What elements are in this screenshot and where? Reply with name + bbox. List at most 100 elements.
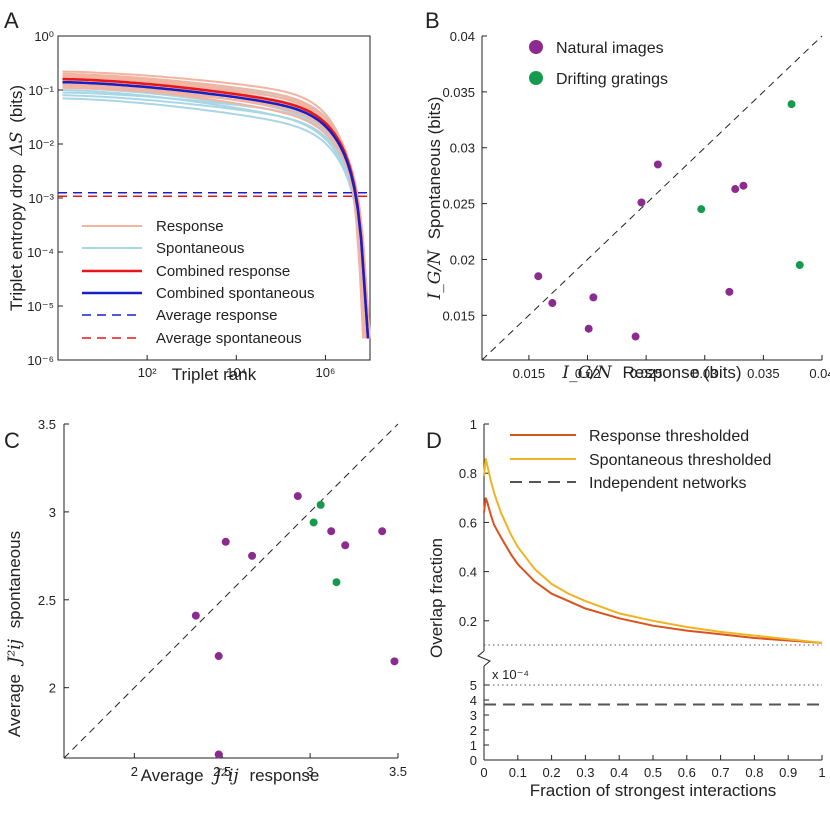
ticks-d: 0 0.1 0.2 0.3 0.4 0.5 0.6 0.7 0.8 0.9 1 0.2 0.4 0.6 0.… xyxy=(459,417,826,780)
x-tick-label-c: 3 xyxy=(306,764,313,779)
ticks-b: 0.015 0.02 0.025 0.03 0.035 0.04 0.015 0.02 0.02… xyxy=(442,29,830,381)
y-tick-label-d-lower: 1 xyxy=(470,738,477,753)
natural-image-point xyxy=(731,185,740,194)
xlabel-a: Triplet rank xyxy=(172,365,257,384)
y-tick-label-d-lower: 4 xyxy=(470,693,477,708)
panel-b: B 0.0150.020.0250.030.0350.040.0150.020.… xyxy=(425,8,830,383)
response-curve xyxy=(62,74,366,339)
y-tick-label-d-lower: 0 xyxy=(470,753,477,768)
x-tick-label-d: 0.8 xyxy=(745,765,763,780)
ylabel-b: I_G/N Spontaneous (bits) xyxy=(425,97,445,301)
natural-image-point xyxy=(589,293,598,302)
y-tick-label-b: 0.04 xyxy=(450,29,475,44)
xlabel-c: Average J²ij response xyxy=(141,766,320,786)
legend-label-natural-images: Natural images xyxy=(556,40,664,57)
x-tick-label-a: 10⁴ xyxy=(226,365,246,380)
x-tick-label-c: 2 xyxy=(131,764,138,779)
x-tick-label-b: 0.025 xyxy=(630,366,663,381)
y-tick-label-a: 10⁻² xyxy=(28,137,54,152)
natural-image-point xyxy=(378,527,387,536)
y-tick-label-c: 2.5 xyxy=(38,593,56,608)
y-tick-label-a: 10⁻⁵ xyxy=(27,299,54,314)
x-tick-label-d: 0.4 xyxy=(610,765,628,780)
x-tick-label-d: 0 xyxy=(480,765,487,780)
natural-image-point xyxy=(637,198,646,207)
natural-image-point xyxy=(327,527,336,536)
legend-label-average-spontaneous: Average spontaneous xyxy=(156,330,302,347)
x-tick-label-b: 0.04 xyxy=(809,366,830,381)
xlabel-b: I_G/N Response (bits) xyxy=(561,363,741,383)
panel-c: C 2 2.5 3 3.5 2 2.5 3 3.5 Average J²ij response… xyxy=(4,417,407,786)
identity-line-c xyxy=(63,423,399,759)
ylabel-c: Average J²ij spontaneous xyxy=(5,531,25,737)
legend-label-drifting-gratings: Drifting gratings xyxy=(556,71,668,88)
y-tick-label-a: 10⁻¹ xyxy=(28,83,54,98)
ylabel-d: Overlap fraction xyxy=(427,538,446,658)
response-curve xyxy=(62,84,371,339)
x-tick-label-d: 0.1 xyxy=(509,765,527,780)
x-tick-label-c: 2.5 xyxy=(213,764,231,779)
x-tick-label-d: 0.7 xyxy=(712,765,730,780)
y-tick-label-d-lower: 2 xyxy=(470,723,477,738)
x-tick-label-d: 0.9 xyxy=(779,765,797,780)
panel-letter-d: D xyxy=(426,428,442,453)
y-tick-label-b: 0.025 xyxy=(442,197,475,212)
x-tick-label-d: 0.6 xyxy=(678,765,696,780)
legend-label-spontaneous: Spontaneous xyxy=(156,240,244,257)
panel-d: D 0 0.1 0.2 0.3 0.4 0.5 0.6 0.7 0.8 0.9 1 0.2 0.4 0.6… xyxy=(426,417,826,800)
response-curve xyxy=(62,70,365,339)
natural-image-point xyxy=(214,750,223,759)
x-tick-label-b: 0.02 xyxy=(575,366,600,381)
drifting-grating-point xyxy=(316,500,325,509)
panel-letter-a: A xyxy=(4,8,19,33)
x-tick-label-b: 0.03 xyxy=(692,366,717,381)
y-tick-label-d-lower: 5 xyxy=(470,678,477,693)
y-tick-label-d-upper: 0.2 xyxy=(459,614,477,629)
natural-image-point xyxy=(548,299,557,308)
natural-image-point xyxy=(221,537,230,546)
legend-marker-natural-images xyxy=(529,40,543,54)
natural-image-point xyxy=(584,324,593,333)
natural-image-point xyxy=(725,287,734,296)
drifting-grating-point xyxy=(332,578,341,587)
legend-label-response-thresholded: Response thresholded xyxy=(589,428,749,445)
drifting-grating-point xyxy=(795,261,804,270)
spontaneous-curve xyxy=(62,94,370,339)
drifting-grating-point xyxy=(787,100,796,109)
natural-image-point xyxy=(293,492,302,501)
y-tick-label-b: 0.03 xyxy=(450,141,475,156)
x-tick-label-d: 1 xyxy=(818,765,825,780)
legend-label-response: Response xyxy=(156,218,224,235)
combined-response-curve xyxy=(62,77,370,339)
spontaneous-curve xyxy=(62,89,370,339)
y-tick-label-a: 10⁻⁶ xyxy=(27,353,54,368)
curves-d xyxy=(483,458,823,706)
response-thresholded-curve xyxy=(483,497,823,644)
x-tick-label-b: 0.035 xyxy=(747,366,780,381)
curves-a xyxy=(58,70,371,339)
x-tick-label-a: 10⁶ xyxy=(316,365,336,380)
spontaneous-curve xyxy=(62,91,370,339)
y-tick-label-d-upper: 0.4 xyxy=(459,565,477,580)
drifting-grating-point xyxy=(309,518,318,527)
y-tick-label-c: 3.5 xyxy=(38,417,56,432)
legend-label-spontaneous-thresholded: Spontaneous thresholded xyxy=(589,452,771,469)
natural-image-point xyxy=(631,332,640,341)
natural-image-point xyxy=(191,611,200,620)
identity-line-b xyxy=(481,35,823,361)
spontaneous-thresholded-curve xyxy=(483,458,823,644)
x-tick-label-d: 0.5 xyxy=(644,765,662,780)
panel-letter-b: B xyxy=(425,8,440,33)
legend-marker-drifting-gratings xyxy=(529,71,543,85)
y-tick-label-a: 10⁻³ xyxy=(28,191,54,206)
legend-b: Natural images Drifting gratings xyxy=(529,40,668,88)
x-tick-label-d: 0.3 xyxy=(576,765,594,780)
ticks-c: 2 2.5 3 3.5 2 2.5 3 3.5 xyxy=(38,417,407,779)
x-tick-label-b: 0.015 xyxy=(513,366,546,381)
ylabel-a: Triplet entropy drop ΔS (bits) xyxy=(7,85,27,311)
y-tick-label-c: 3 xyxy=(49,505,56,520)
points-c xyxy=(191,492,399,759)
axis-break-d xyxy=(477,650,491,667)
y-tick-label-b: 0.02 xyxy=(450,252,475,267)
